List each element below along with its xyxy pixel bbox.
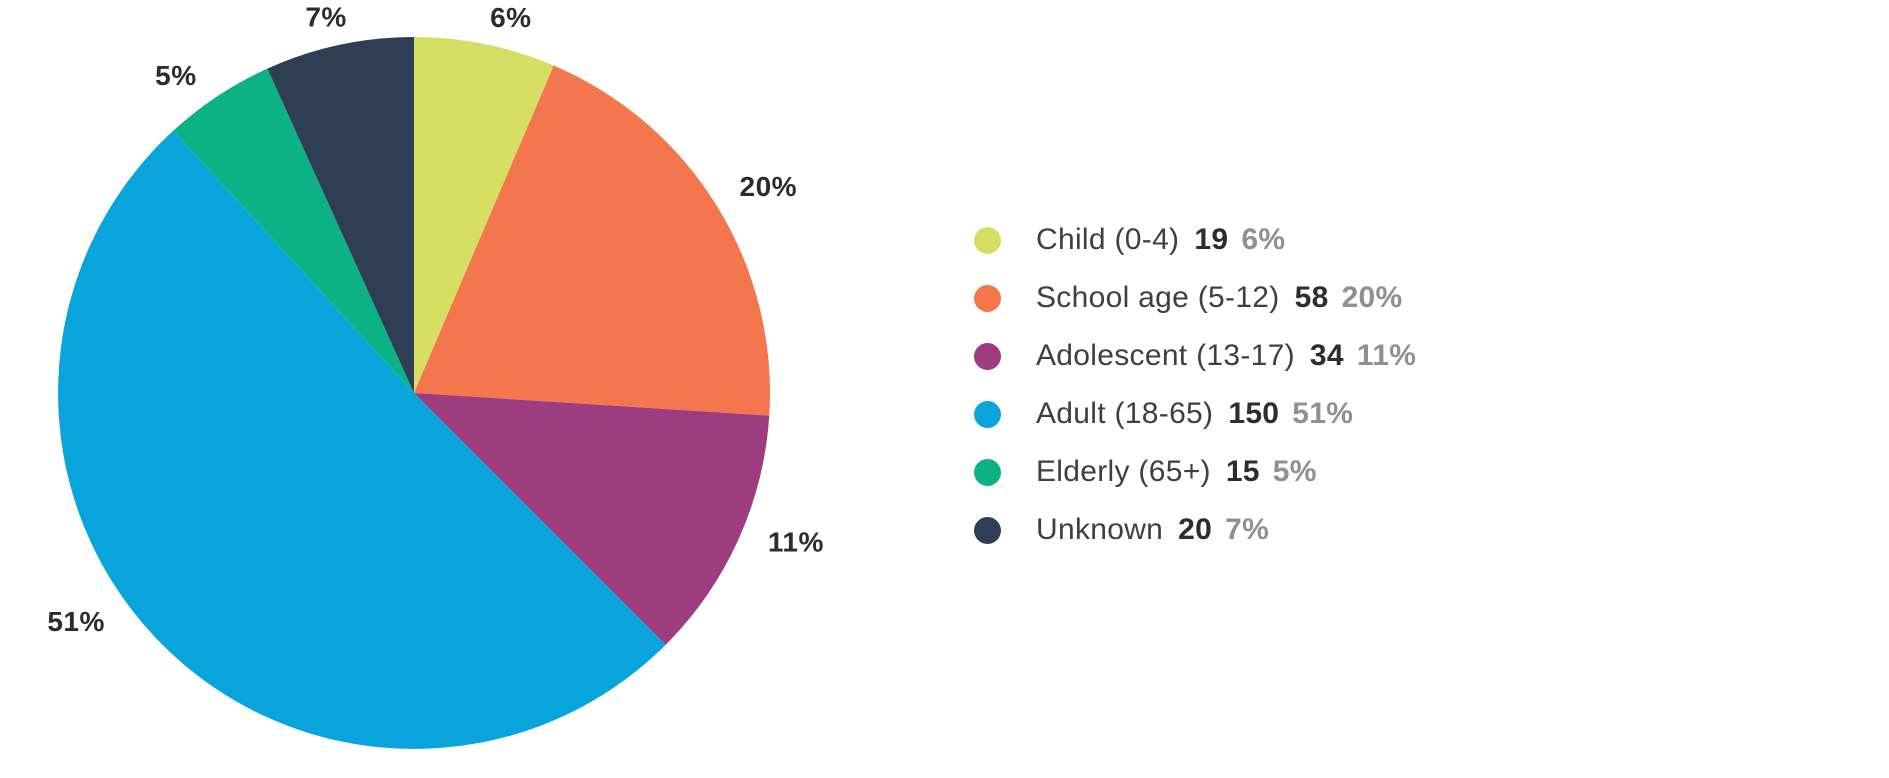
pie-slice-unknown[interactable] (267, 37, 414, 393)
legend-count: 15 (1225, 455, 1260, 488)
pie-chart: 6% 20% 11% 51% 5% 7% (47, 2, 824, 749)
legend-count: 19 (1194, 223, 1229, 256)
pie-slice-child-0-4[interactable] (414, 37, 554, 393)
legend-label: School age (5-12) (1036, 281, 1280, 314)
slice-label-child-0-4: 6% (490, 2, 531, 33)
legend-swatch-icon (974, 226, 1001, 254)
legend-percent: 7% (1225, 513, 1270, 546)
pie-slice-adolescent-13-17[interactable] (414, 393, 770, 645)
legend-percent: 51% (1292, 397, 1354, 430)
legend-label: Elderly (65+) (1036, 455, 1211, 488)
legend: Child (0-4) 19 6% School age (5-12) 58 20% Ado… (974, 211, 1416, 559)
pie-slice-school-age-5-12[interactable] (414, 65, 771, 416)
legend-count: 34 (1309, 339, 1344, 372)
legend-label: Adolescent (13-17) (1036, 339, 1295, 372)
legend-item-adolescent-13-17[interactable]: Adolescent (13-17) 34 11% (974, 327, 1416, 385)
legend-swatch-icon (974, 400, 1001, 428)
legend-label: Unknown (1036, 513, 1164, 546)
legend-percent: 6% (1241, 223, 1286, 256)
legend-swatch-icon (974, 458, 1001, 486)
legend-swatch-icon (974, 284, 1001, 312)
legend-swatch-icon (974, 342, 1001, 370)
legend-label: Child (0-4) (1036, 223, 1180, 256)
legend-item-unknown[interactable]: Unknown 20 7% (974, 501, 1416, 559)
legend-label: Adult (18-65) (1036, 397, 1214, 430)
pie-slice-elderly-65[interactable] (173, 68, 414, 393)
legend-percent: 11% (1356, 339, 1417, 372)
legend-count: 150 (1228, 397, 1280, 430)
legend-percent: 20% (1341, 281, 1403, 314)
pie-slice-adult-18-65[interactable] (58, 130, 666, 749)
legend-item-child-0-4[interactable]: Child (0-4) 19 6% (974, 211, 1416, 269)
slice-label-elderly-65: 5% (155, 60, 196, 91)
legend-count: 20 (1178, 513, 1213, 546)
legend-swatch-icon (974, 516, 1001, 544)
legend-item-elderly-65[interactable]: Elderly (65+) 15 5% (974, 443, 1416, 501)
legend-count: 58 (1294, 281, 1329, 314)
slice-label-unknown: 7% (305, 2, 346, 33)
legend-item-school-age-5-12[interactable]: School age (5-12) 58 20% (974, 269, 1416, 327)
legend-percent: 5% (1272, 455, 1317, 488)
slice-label-school-age-5-12: 20% (740, 171, 798, 202)
slice-label-adult-18-65: 51% (47, 606, 105, 637)
slice-label-adolescent-13-17: 11% (768, 527, 824, 558)
legend-item-adult-18-65[interactable]: Adult (18-65) 150 51% (974, 385, 1416, 443)
